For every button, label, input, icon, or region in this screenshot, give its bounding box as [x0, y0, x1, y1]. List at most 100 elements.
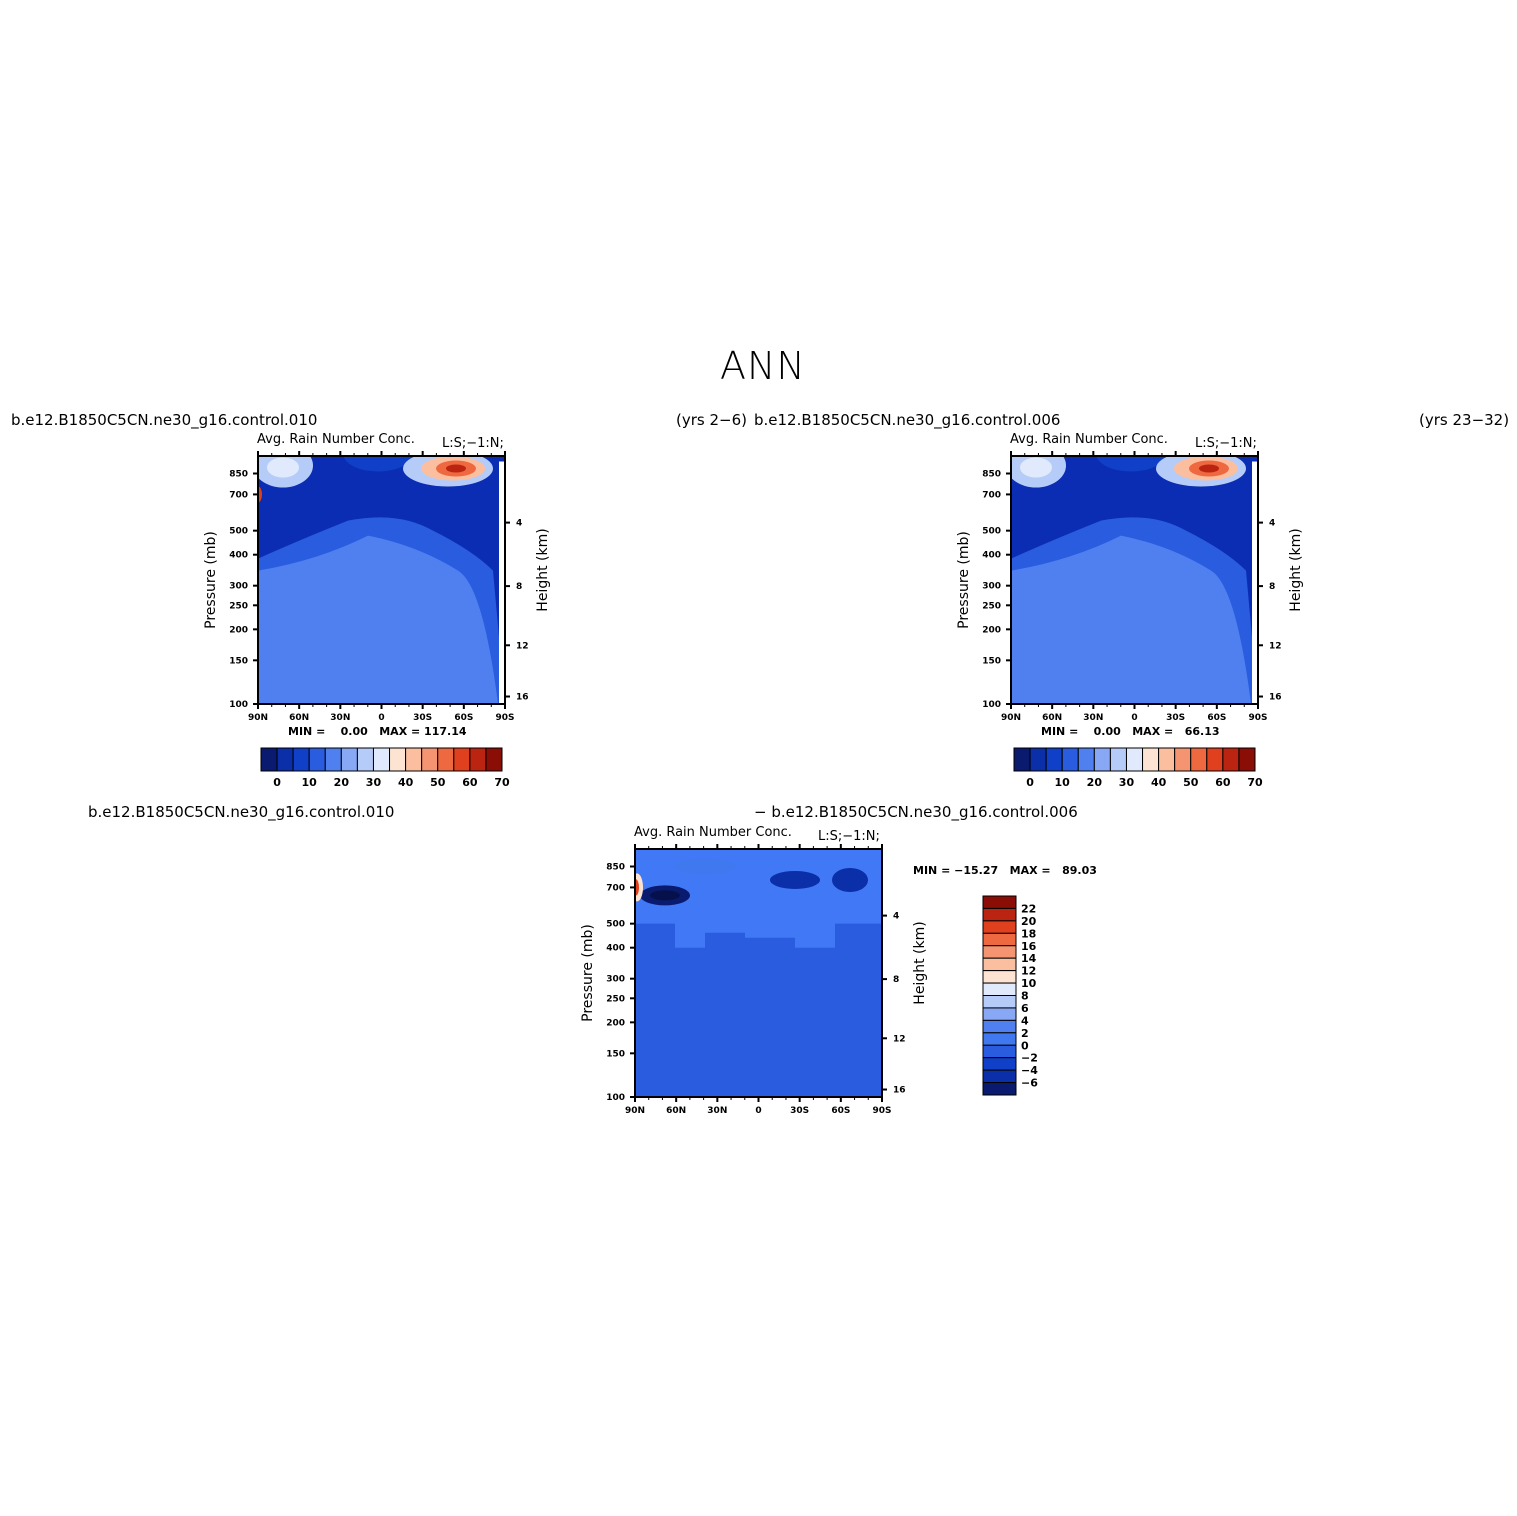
y-tick-label: 100: [229, 700, 248, 710]
colorbar-label: 20: [1087, 776, 1103, 788]
plot-tag: L:S;−1:N;: [1195, 436, 1257, 451]
y-axis-label: Pressure (mb): [203, 531, 219, 629]
x-tick-label: 30S: [1166, 713, 1185, 723]
y-tick-label: 700: [606, 883, 625, 893]
colorbar-label: 0: [1026, 776, 1034, 788]
colorbar-box: [1077, 747, 1095, 772]
colorbar-label: −6: [1021, 1077, 1038, 1090]
colorbar-box: [1125, 747, 1144, 772]
y-right-axis-label: Height (km): [1288, 528, 1304, 611]
top-left-years: (yrs 2−6): [676, 411, 747, 429]
y-tick-label: 150: [606, 1049, 625, 1059]
colorbar-box: [421, 747, 439, 772]
colorbar-label: 50: [1183, 776, 1199, 788]
colorbar-label: 10: [302, 776, 318, 788]
colorbar-box: [356, 747, 374, 772]
y-tick-label: 400: [229, 551, 248, 561]
contour-level: [675, 858, 735, 875]
x-tick-label: 0: [755, 1106, 761, 1116]
colorbar-box: [372, 747, 391, 772]
y-tick-label: 850: [229, 470, 248, 480]
colorbar-box: [982, 1057, 1017, 1071]
main-title: ANN: [720, 344, 806, 388]
colorbar-label: −2: [1021, 1052, 1038, 1065]
colorbar-box: [437, 747, 455, 772]
y-right-tick-label: 4: [893, 912, 899, 922]
x-tick-label: 90S: [1248, 713, 1267, 723]
missing-data: [1252, 461, 1258, 704]
colorbar-label: 60: [1215, 776, 1231, 788]
y-tick-label: 250: [606, 994, 625, 1004]
y-right-tick-label: 16: [1269, 693, 1282, 703]
x-tick-label: 60N: [289, 713, 309, 723]
y-tick-label: 700: [982, 490, 1001, 500]
bottom-case-diff-title: − b.e12.B1850C5CN.ne30_g16.control.006: [754, 803, 1078, 821]
colorbar-box: [982, 1069, 1017, 1084]
top-left-case-title: b.e12.B1850C5CN.ne30_g16.control.010: [11, 411, 318, 429]
top-left-heatmap: 90N 60N 30N 0 30S 60S 90S100150200250300400500…: [203, 451, 551, 788]
min-max-label: MIN = 0.00 MAX = 117.14: [288, 725, 467, 738]
y-tick-label: 300: [229, 582, 248, 592]
contour-level: [267, 457, 299, 478]
y-right-tick-label: 4: [516, 519, 522, 529]
top-right-panel: Avg. Rain Number Conc. L:S;−1:N; MIN = 0…: [943, 428, 1323, 788]
colorbar-label: 50: [430, 776, 446, 788]
y-tick-label: 100: [982, 700, 1001, 710]
colorbar-box: [405, 747, 423, 772]
top-right-years: (yrs 23−32): [1419, 411, 1510, 429]
y-tick-label: 300: [982, 582, 1001, 592]
colorbar-label: 22: [1021, 902, 1036, 915]
colorbar-box: [982, 1019, 1017, 1034]
contour-field: [258, 456, 505, 704]
y-tick-label: 150: [229, 656, 248, 666]
colorbar-box: [292, 747, 310, 772]
colorbar-box: [982, 1082, 1017, 1096]
bottom-panel: Avg. Rain Number Conc. L:S;−1:N; MIN = −…: [567, 821, 1127, 1121]
y-right-axis-label: Height (km): [535, 528, 551, 611]
y-axis-label: Pressure (mb): [956, 531, 972, 629]
y-tick-label: 250: [229, 601, 248, 611]
colorbar-label: 18: [1021, 927, 1036, 940]
contour-level: [343, 456, 413, 472]
colorbar-label: 60: [462, 776, 478, 788]
x-tick-label: 90N: [625, 1106, 645, 1116]
plot-tag: L:S;−1:N;: [818, 829, 880, 844]
colorbar-box: [1061, 747, 1079, 772]
x-tick-label: 30S: [413, 713, 432, 723]
x-tick-label: 0: [1131, 713, 1137, 723]
x-tick-label: 60N: [666, 1106, 686, 1116]
colorbar-box: [324, 747, 342, 772]
colorbar-box: [982, 1044, 1017, 1059]
colorbar-label: 30: [366, 776, 382, 788]
y-tick-label: 150: [982, 656, 1001, 666]
y-right-tick-label: 16: [516, 693, 529, 703]
colorbar-box: [485, 747, 503, 772]
plot-title: Avg. Rain Number Conc.: [257, 432, 415, 447]
colorbar-box: [1158, 747, 1176, 772]
colorbar-box: [982, 957, 1017, 972]
contour-level: [1096, 456, 1166, 472]
contour-level: [770, 870, 820, 889]
x-tick-label: 60S: [454, 713, 473, 723]
colorbar-box: [1206, 747, 1224, 772]
colorbar-label: 14: [1021, 952, 1037, 965]
colorbar-label: −4: [1021, 1064, 1038, 1077]
x-tick-label: 90S: [872, 1106, 891, 1116]
colorbar-box: [1093, 747, 1111, 772]
missing-data: [499, 461, 505, 704]
x-tick-label: 90N: [1001, 713, 1021, 723]
colorbar-box: [1222, 747, 1240, 772]
colorbar-label: 40: [1151, 776, 1167, 788]
colorbar-label: 12: [1021, 965, 1036, 978]
contour-level: [446, 464, 466, 473]
y-tick-label: 850: [606, 863, 625, 873]
colorbar-label: 8: [1021, 990, 1029, 1003]
colorbar-box: [982, 945, 1017, 959]
colorbar-label: 20: [1021, 915, 1037, 928]
x-tick-label: 30N: [707, 1106, 727, 1116]
y-tick-label: 200: [229, 625, 248, 635]
y-tick-label: 250: [982, 601, 1001, 611]
colorbar-label: 20: [334, 776, 350, 788]
colorbar-box: [982, 920, 1017, 934]
contour-field: [1011, 456, 1258, 704]
